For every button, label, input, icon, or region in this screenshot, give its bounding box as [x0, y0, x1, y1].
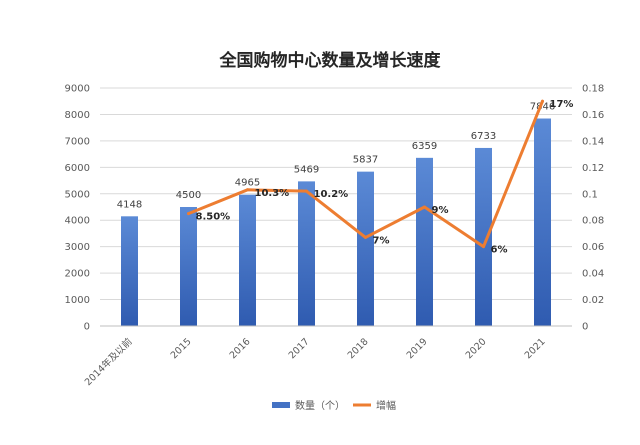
growth-label: 6% [491, 245, 508, 256]
bar-series: 4148 4500 4965 5469 5837 6359 6733 7846 [117, 102, 555, 326]
growth-label: 17% [550, 99, 574, 110]
bar-value-label: 6733 [471, 131, 496, 142]
x-tick-label: 2021 [523, 336, 548, 361]
growth-label: 10.3% [255, 188, 290, 199]
y-right-tick-label: 0.06 [582, 242, 604, 253]
x-tick-label: 2018 [346, 336, 371, 361]
bar [534, 118, 551, 326]
y-right-tick-label: 0.18 [582, 84, 604, 95]
growth-point [246, 188, 249, 192]
growth-label: 9% [432, 205, 449, 216]
bar-value-label: 4965 [235, 178, 260, 189]
bar-value-label: 5837 [353, 155, 378, 166]
x-tick-label: 2019 [405, 336, 430, 361]
y-axis-right: 0 0.02 0.04 0.06 0.08 0.1 0.12 0.14 0.16 0.18 [582, 84, 604, 333]
y-left-tick-label: 7000 [65, 136, 90, 147]
line-series: 8.50% 10.3% 10.2% 7% 9% 6% 17% [187, 99, 574, 256]
chart-title: 全国购物中心数量及增长速度 [219, 50, 442, 71]
y-right-tick-label: 0.1 [582, 189, 598, 200]
legend-bar-label: 数量（个） [295, 399, 345, 412]
x-tick-label: 2020 [464, 336, 489, 361]
y-left-tick-label: 1000 [65, 295, 90, 306]
bar [180, 207, 197, 326]
gridlines [100, 87, 572, 327]
legend-line-label: 增幅 [376, 399, 396, 412]
growth-point [482, 245, 485, 249]
growth-label: 10.2% [314, 189, 349, 200]
x-tick-label: 2016 [228, 336, 253, 361]
y-left-tick-label: 9000 [65, 84, 90, 95]
y-right-tick-label: 0.02 [582, 295, 604, 306]
x-tick-label: 2017 [287, 336, 312, 361]
legend-bar-swatch [272, 402, 290, 408]
growth-label: 7% [373, 235, 390, 246]
growth-point [187, 212, 190, 216]
bar [298, 181, 315, 326]
y-left-tick-label: 2000 [65, 269, 90, 280]
legend: 数量（个） 增幅 [272, 399, 396, 412]
y-axis-left: 0 1000 2000 3000 4000 5000 6000 7000 8000 9000 [65, 84, 90, 333]
bar [357, 171, 374, 326]
y-right-tick-label: 0.04 [582, 269, 604, 280]
x-axis: 2014年及以前 2015 2016 2017 2018 2019 2020 2021 [82, 325, 572, 388]
bar-value-label: 6359 [412, 141, 437, 152]
bar-value-label: 4148 [117, 199, 142, 210]
growth-point [541, 99, 544, 103]
bar [239, 194, 256, 326]
y-left-tick-label: 0 [84, 322, 90, 333]
y-left-tick-label: 8000 [65, 110, 90, 121]
y-right-tick-label: 0 [582, 322, 588, 333]
bar-value-label: 7846 [530, 102, 555, 113]
y-right-tick-label: 0.12 [582, 163, 604, 174]
growth-point [305, 189, 308, 193]
x-tick-label: 2014年及以前 [82, 336, 134, 388]
growth-label: 8.50% [196, 212, 231, 223]
x-tick-label: 2015 [169, 336, 194, 361]
bar [475, 147, 492, 326]
growth-point [364, 235, 367, 239]
growth-point [423, 205, 426, 209]
y-left-tick-label: 6000 [65, 163, 90, 174]
bar-value-label: 5469 [294, 164, 319, 175]
bar-value-label: 4500 [176, 190, 201, 201]
y-left-tick-label: 5000 [65, 189, 90, 200]
y-left-tick-label: 4000 [65, 216, 90, 227]
bar [416, 157, 433, 326]
bar [121, 216, 138, 326]
y-right-tick-label: 0.08 [582, 216, 604, 227]
y-right-tick-label: 0.14 [582, 136, 604, 147]
y-left-tick-label: 3000 [65, 242, 90, 253]
y-right-tick-label: 0.16 [582, 110, 604, 121]
